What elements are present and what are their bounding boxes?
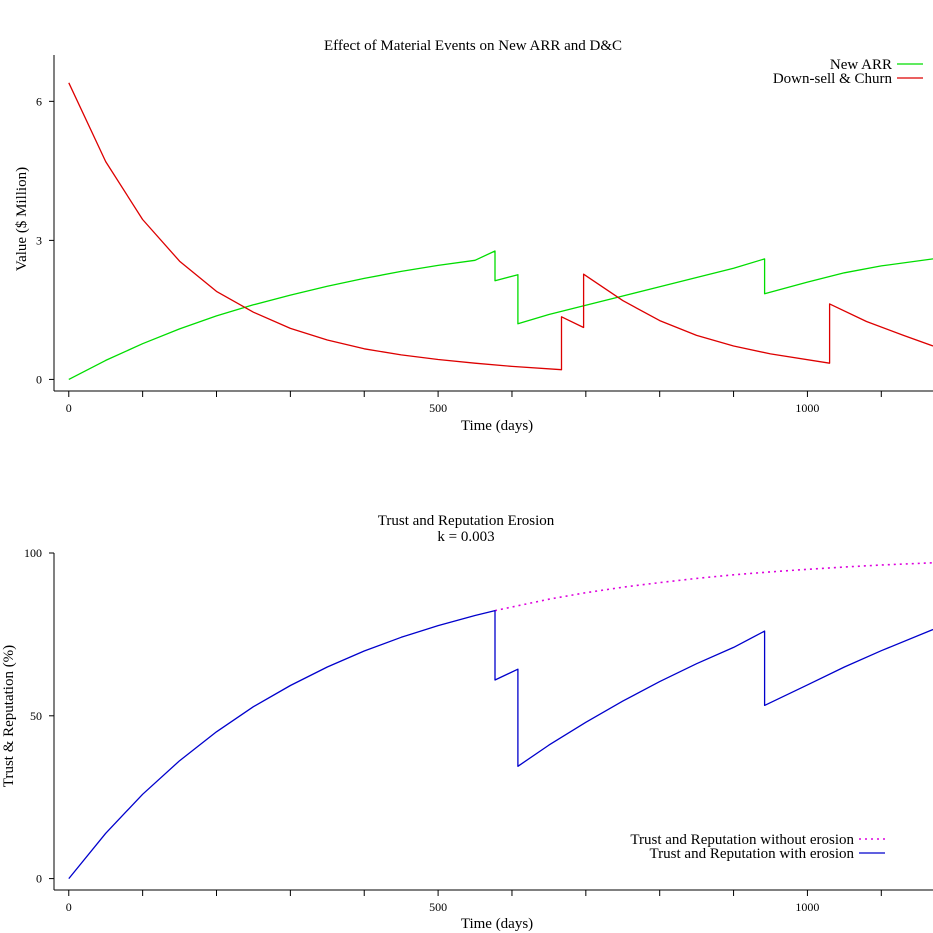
- legend: New ARR Down-sell & Churn: [773, 57, 923, 87]
- x-tick-label: 0: [66, 900, 72, 914]
- plot-lines: [68, 82, 933, 380]
- arr-dc-chart: Effect of Material Events on New ARR and…: [14, 38, 933, 434]
- x-tick-label: 1000: [795, 401, 819, 415]
- x-tick-label: 500: [429, 401, 447, 415]
- chart-title: Trust and Reputation Erosion: [378, 513, 555, 529]
- x-axis-label: Time (days): [461, 916, 533, 932]
- y-tick-label: 50: [30, 709, 42, 723]
- y-tick-label: 0: [36, 872, 42, 886]
- trust-erosion-chart: Trust and Reputation Erosion k = 0.003 0…: [1, 513, 933, 932]
- x-ticks: 0 500 1000: [66, 890, 882, 914]
- x-ticks: 0 500 1000: [66, 391, 882, 415]
- legend: Trust and Reputation without erosion Tru…: [630, 832, 885, 862]
- legend-entry-with-erosion: Trust and Reputation with erosion: [650, 846, 855, 862]
- series-line-down-sell-churn: [68, 82, 933, 371]
- series-line-trust-and-reputation-without-erosion: [494, 562, 933, 612]
- y-tick-label: 3: [36, 233, 42, 247]
- x-tick-label: 0: [66, 401, 72, 415]
- chart-subtitle: k = 0.003: [437, 529, 494, 545]
- x-tick-label: 1000: [795, 900, 819, 914]
- y-tick-label: 100: [24, 546, 42, 560]
- x-tick-label: 500: [429, 900, 447, 914]
- legend-entry-new-arr: New ARR: [830, 57, 892, 73]
- legend-entry-without-erosion: Trust and Reputation without erosion: [630, 832, 854, 848]
- series-line-trust-and-reputation-with-erosion: [68, 609, 933, 880]
- y-axis-label: Trust & Reputation (%): [1, 645, 17, 787]
- series-line-new-arr: [68, 250, 933, 380]
- legend-entry-down-sell-churn: Down-sell & Churn: [773, 71, 893, 87]
- y-axis-label: Value ($ Million): [14, 167, 30, 271]
- chart-title: Effect of Material Events on New ARR and…: [324, 38, 622, 54]
- y-tick-label: 0: [36, 372, 42, 386]
- y-tick-label: 6: [36, 94, 42, 108]
- y-ticks: 0 50 100: [24, 546, 54, 886]
- y-ticks: 0 3 6: [36, 94, 54, 386]
- plot-lines: [68, 562, 933, 880]
- x-axis-label: Time (days): [461, 418, 533, 434]
